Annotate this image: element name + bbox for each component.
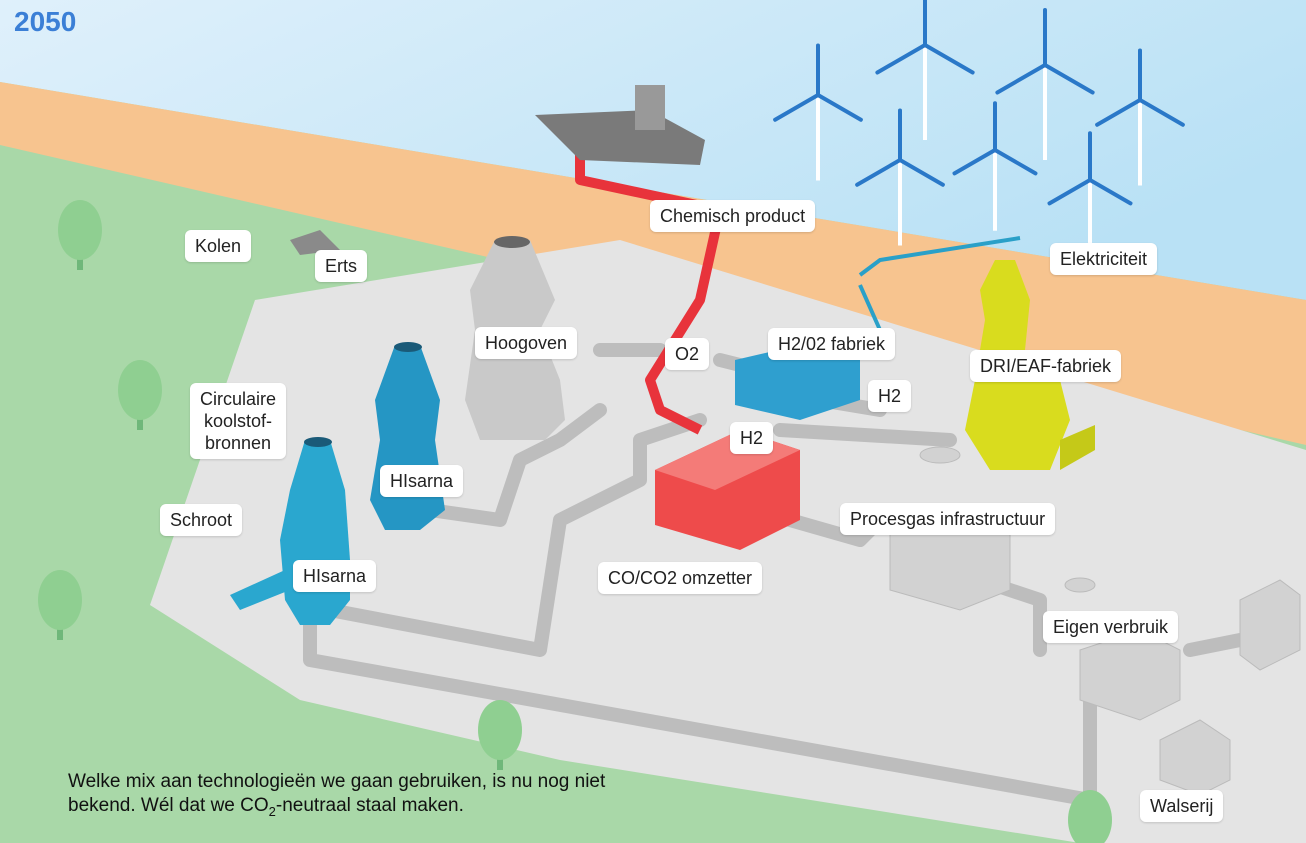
label: Chemisch product (650, 200, 815, 232)
label: Walserij (1140, 790, 1223, 822)
caption-line: Welke mix aan technologieën we gaan gebr… (68, 771, 605, 792)
label: HIsarna (380, 465, 463, 497)
tower-top (394, 342, 422, 352)
tree-crown (58, 200, 102, 260)
tree-crown (38, 570, 82, 630)
caption: Welke mix aan technologieën we gaan gebr… (68, 770, 605, 824)
furnace-top (494, 236, 530, 248)
label: Erts (315, 250, 367, 282)
label: Schroot (160, 504, 242, 536)
label: H2 (730, 422, 773, 454)
label: HIsarna (293, 560, 376, 592)
label: O2 (665, 338, 709, 370)
label: Kolen (185, 230, 251, 262)
label-line: koolstof- (200, 410, 276, 432)
label: Hoogoven (475, 327, 577, 359)
label: H2 (868, 380, 911, 412)
label: DRI/EAF-fabriek (970, 350, 1121, 382)
label-line: bronnen (200, 432, 276, 454)
label: Procesgas infrastructuur (840, 503, 1055, 535)
page: 2050 Kolen Erts Chemisch product Elektricit… (0, 0, 1306, 843)
ship-bridge (635, 85, 665, 130)
label: Elektriciteit (1050, 243, 1157, 275)
tree-crown (478, 700, 522, 760)
caption-subscript: 2 (269, 804, 276, 819)
tower-top (304, 437, 332, 447)
tree-crown (118, 360, 162, 420)
label: Eigen verbruik (1043, 611, 1178, 643)
tank (920, 447, 960, 463)
year: 2050 (14, 6, 76, 38)
label-line: Circulaire (200, 388, 276, 410)
tank (1065, 578, 1095, 592)
caption-line: -neutraal staal maken. (276, 795, 464, 816)
label: CO/CO2 omzetter (598, 562, 762, 594)
caption-line: bekend. Wél dat we CO (68, 795, 269, 816)
label: H2/02 fabriek (768, 328, 895, 360)
